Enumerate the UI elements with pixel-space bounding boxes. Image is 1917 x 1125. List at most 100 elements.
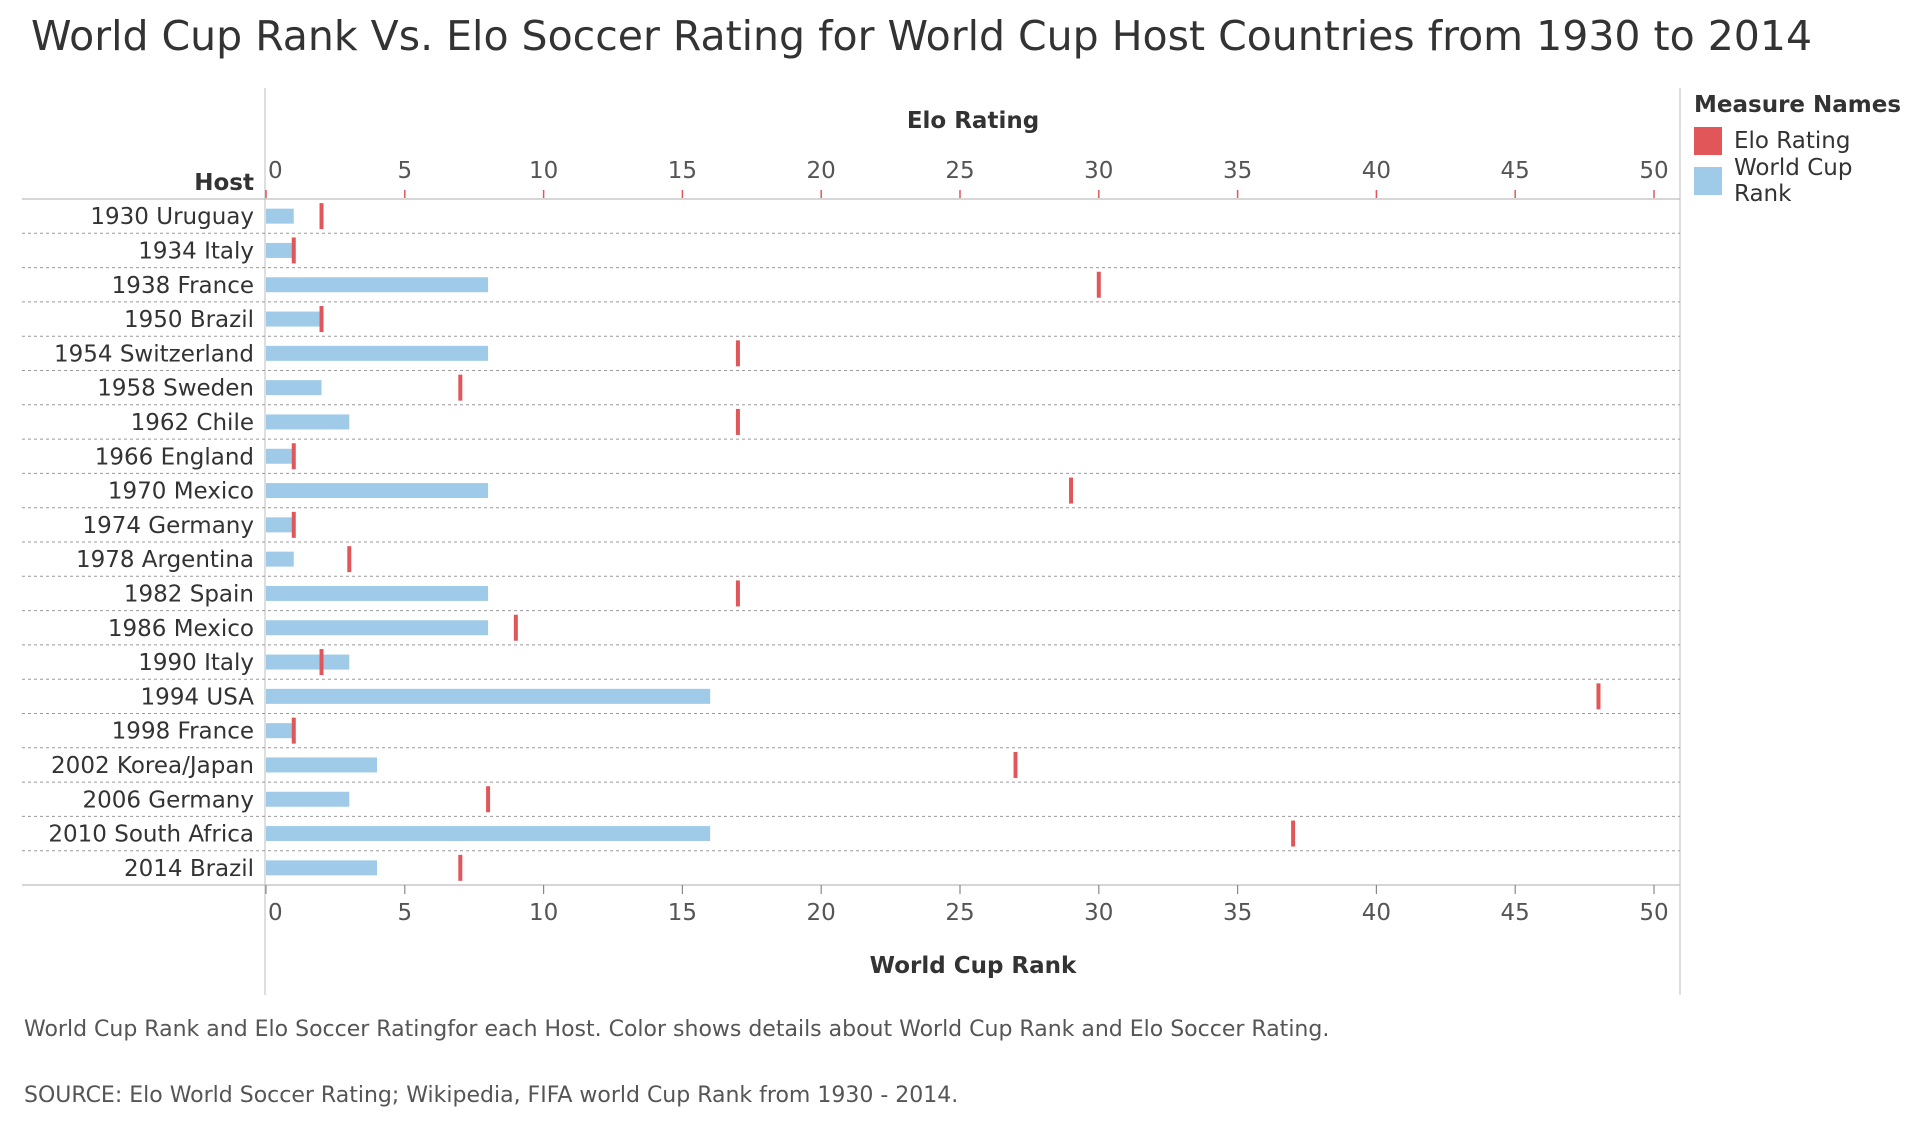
row-separators (22, 232, 1680, 852)
page-title: World Cup Rank Vs. Elo Soccer Rating for… (31, 12, 1813, 60)
caption: World Cup Rank and Elo Soccer Ratingfor … (24, 1017, 1330, 1042)
top-axis-tick-label: 30 (1084, 158, 1113, 184)
elo-ticks (291, 203, 1601, 881)
top-axis-title: Elo Rating (907, 108, 1039, 134)
category-label: 1978 Argentina (76, 547, 254, 573)
bottom-axis: 0 5 10 15 20 25 30 35 40 45 50 (265, 885, 1669, 926)
category-label: 1954 Switzerland (54, 341, 254, 367)
rank-bar[interactable] (266, 757, 378, 773)
elo-tick-mark[interactable] (319, 203, 324, 230)
bottom-axis-tick-label: 20 (807, 900, 836, 926)
bottom-axis-tick-label: 30 (1084, 900, 1113, 926)
elo-tick-mark[interactable] (735, 408, 740, 435)
top-axis-tick-label: 20 (807, 158, 836, 184)
rank-bar[interactable] (266, 380, 322, 396)
category-label: 1950 Brazil (124, 307, 254, 333)
source-note: SOURCE: Elo World Soccer Rating; Wikiped… (24, 1083, 959, 1108)
elo-tick-mark[interactable] (1596, 683, 1601, 710)
bottom-axis-tick-label: 15 (668, 900, 697, 926)
elo-tick-mark[interactable] (1291, 820, 1296, 847)
category-label: 1974 Germany (82, 513, 254, 539)
category-label: 1962 Chile (131, 410, 254, 436)
elo-tick-mark[interactable] (458, 854, 463, 881)
category-label: 1982 Spain (124, 581, 254, 607)
category-label: 1986 Mexico (108, 616, 254, 642)
category-label: 1994 USA (141, 684, 255, 710)
top-axis-tick-label: 0 (268, 158, 283, 184)
legend-label-world-cup-rank: World Cup Rank (1733, 155, 1853, 207)
top-axis: 0 5 10 15 20 25 30 35 40 45 50 (265, 158, 1669, 198)
top-axis-tick-label: 50 (1639, 158, 1668, 184)
rank-bar[interactable] (266, 551, 294, 567)
category-label: 2006 Germany (82, 787, 254, 813)
elo-tick-mark[interactable] (486, 786, 491, 813)
bottom-axis-tick-label: 25 (945, 900, 974, 926)
elo-tick-mark[interactable] (458, 374, 463, 401)
bottom-axis-tick-label: 0 (268, 900, 283, 926)
category-label: 1934 Italy (138, 238, 254, 264)
rank-bar[interactable] (266, 242, 294, 258)
bottom-axis-tick-label: 10 (529, 900, 558, 926)
top-axis-tick-label: 5 (397, 158, 412, 184)
rank-bar[interactable] (266, 208, 294, 224)
category-label: 1990 Italy (138, 650, 254, 676)
elo-tick-mark[interactable] (319, 306, 324, 333)
category-label: 1930 Uruguay (90, 204, 254, 230)
elo-tick-mark[interactable] (319, 649, 324, 676)
rank-bar[interactable] (266, 791, 350, 807)
top-axis-tick-label: 10 (529, 158, 558, 184)
legend-swatch-world-cup-rank (1694, 167, 1722, 195)
rank-bar[interactable] (266, 311, 322, 327)
elo-tick-mark[interactable] (347, 546, 352, 573)
elo-tick-mark[interactable] (1013, 751, 1018, 778)
rank-bars (266, 208, 711, 876)
category-label: 1938 France (112, 273, 254, 299)
rank-bar[interactable] (266, 620, 489, 636)
legend-item-elo-rating[interactable]: Elo Rating (1694, 126, 1850, 156)
bottom-axis-tick-label: 35 (1223, 900, 1252, 926)
elo-tick-mark[interactable] (735, 340, 740, 367)
elo-tick-mark[interactable] (291, 443, 296, 470)
rank-bar[interactable] (266, 826, 711, 842)
category-label: 2014 Brazil (124, 856, 254, 882)
bottom-axis-tick-label: 45 (1501, 900, 1530, 926)
elo-tick-mark[interactable] (1096, 271, 1101, 298)
top-axis-tick-label: 35 (1223, 158, 1252, 184)
rank-bar[interactable] (266, 517, 294, 533)
rank-bar[interactable] (266, 448, 294, 464)
category-label: 1966 England (95, 444, 254, 470)
top-axis-tick-label: 40 (1362, 158, 1391, 184)
legend-item-world-cup-rank[interactable]: World Cup Rank (1694, 155, 1917, 207)
elo-tick-mark[interactable] (291, 511, 296, 538)
row-header: Host (194, 170, 254, 196)
bottom-axis-tick-label: 50 (1639, 900, 1668, 926)
rank-bar[interactable] (266, 860, 378, 876)
rank-bar[interactable] (266, 277, 489, 293)
elo-tick-mark[interactable] (735, 580, 740, 607)
category-label: 1970 Mexico (108, 479, 254, 505)
category-label: 1958 Sweden (97, 376, 254, 402)
elo-tick-mark[interactable] (1069, 477, 1074, 504)
bottom-axis-title: World Cup Rank (870, 953, 1077, 979)
bottom-axis-tick-label: 5 (397, 900, 412, 926)
rank-bar[interactable] (266, 654, 350, 670)
category-labels: 1930 Uruguay 1934 Italy 1938 France 1950 Br… (48, 204, 254, 882)
rank-bar[interactable] (266, 414, 350, 430)
category-label: 2010 South Africa (48, 822, 254, 848)
category-label: 1998 France (112, 719, 254, 745)
legend-title: Measure Names (1694, 92, 1902, 118)
rank-bar[interactable] (266, 585, 489, 601)
elo-tick-mark[interactable] (291, 717, 296, 744)
elo-tick-mark[interactable] (291, 237, 296, 264)
elo-tick-mark[interactable] (513, 614, 518, 641)
rank-bar[interactable] (266, 483, 489, 499)
rank-bar[interactable] (266, 345, 489, 361)
legend-label-elo-rating: Elo Rating (1734, 128, 1851, 154)
top-axis-tick-label: 15 (668, 158, 697, 184)
top-axis-tick-label: 45 (1501, 158, 1530, 184)
bottom-axis-tick-label: 40 (1362, 900, 1391, 926)
rank-bar[interactable] (266, 688, 711, 704)
rank-bar[interactable] (266, 723, 294, 739)
top-axis-tick-label: 25 (945, 158, 974, 184)
